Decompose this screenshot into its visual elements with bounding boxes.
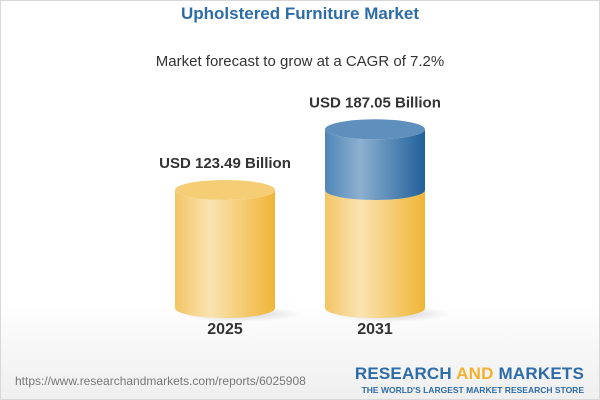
logo-text-and: AND bbox=[456, 364, 494, 383]
logo-text-markets: MARKETS bbox=[493, 364, 584, 383]
category-label-1: 2031 bbox=[357, 321, 393, 338]
cylinder-base-1 bbox=[325, 190, 425, 318]
logo-text-research: RESEARCH bbox=[354, 364, 457, 383]
source-url[interactable]: https://www.researchandmarkets.com/repor… bbox=[15, 374, 306, 388]
logo-tagline: THE WORLD'S LARGEST MARKET RESEARCH STOR… bbox=[361, 385, 584, 395]
data-label-1: USD 187.05 Billion bbox=[309, 94, 441, 111]
cylinder-growth-1 bbox=[325, 129, 425, 200]
cylinder-top-0 bbox=[175, 180, 275, 200]
category-label-0: 2025 bbox=[207, 321, 243, 338]
chart-title: Upholstered Furniture Market bbox=[180, 4, 420, 23]
cylinder-top-1 bbox=[325, 119, 425, 140]
cylinder-base-0 bbox=[175, 190, 275, 318]
research-and-markets-logo: RESEARCH AND MARKETS THE WORLD'S LARGEST… bbox=[355, 364, 584, 395]
chart-subtitle: Market forecast to grow at a CAGR of 7.2… bbox=[155, 53, 445, 70]
data-label-0: USD 123.49 Billion bbox=[159, 155, 291, 172]
